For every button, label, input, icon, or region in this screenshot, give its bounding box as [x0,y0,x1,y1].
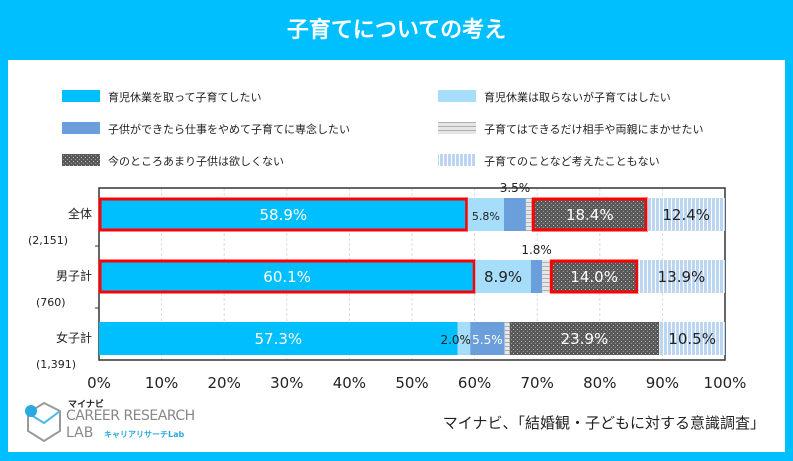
bar-segment [542,260,551,293]
highlight-box [98,197,469,232]
chart-panel: 育児休業を取って子育てしたい 育児休業は取らないが子育てはしたい子供ができたら仕事… [8,60,785,452]
data-label: 60.1% [263,268,311,286]
bar-segment [530,260,543,293]
category-n: (2,151) [28,234,68,247]
legend-label: 育児休業を取って子育てしたい [108,90,261,104]
legend-swatch [62,90,100,102]
category-label: 女子計 [56,330,92,345]
data-label: 8.9% [484,268,522,286]
legend-label: 子供ができたら仕事をやめて子育てに専念したい [108,122,350,136]
legend-label: 今のところあまり子供は欲しくない [108,154,284,168]
data-label: 23.9% [561,330,609,348]
legend-swatch [62,122,100,134]
data-label: 12.4% [662,206,710,224]
data-label: 13.9% [658,268,706,286]
career-research-lab-logo: マイナビ CAREER RESEARCH LAB キャリアリサーチLab [22,397,202,447]
data-label: 5.5% [472,333,503,347]
bar-segment [509,322,660,355]
x-tick-label: 90% [646,374,679,392]
source-note: マイナビ、「結婚観・子どもに対する意識調査」 [442,414,765,432]
x-tick-label: 0% [87,374,111,392]
logo-line1: CAREER RESEARCH [66,408,195,424]
x-tick-label: 80% [583,374,616,392]
bar-segment [504,322,510,355]
logo-sub: キャリアリサーチLab [104,430,185,439]
logo-cube-icon [25,401,61,443]
bar-segment [637,260,725,293]
highlight-box [531,197,648,232]
bar-segment [467,198,505,231]
data-label: 2.0% [440,333,471,347]
data-label: 58.9% [260,206,308,224]
category-label: 男子計 [56,268,92,283]
logo-mynavi: マイナビ [68,400,104,410]
bar-segment [647,198,725,231]
bar-segment [504,198,526,231]
data-label: 18.4% [566,206,614,224]
legend-swatch [438,122,476,134]
legend-label: 子育てのことなど考えたこともない [484,154,660,168]
stacked-bar-chart: 育児休業を取って子育てしたい 育児休業は取らないが子育てはしたい子供ができたら仕事… [28,90,747,392]
data-label: 3.5% [500,181,531,195]
bar-segment [470,322,505,355]
category-n: (760) [36,296,66,309]
category-label: 全体 [68,206,92,221]
x-tick-label: 10% [145,374,178,392]
legend-swatch [438,90,476,102]
x-tick-label: 70% [521,374,554,392]
bar-segment [99,322,458,355]
data-label: 10.5% [668,330,716,348]
highlight-box [549,259,639,294]
logo-line2: LAB [66,425,94,441]
bar-segment [659,322,725,355]
legend-label: 育児休業は取らないが子育てはしたい [484,90,671,104]
data-label: 5.8% [472,210,500,223]
bar-segment [550,260,638,293]
x-tick-label: 40% [333,374,366,392]
x-tick-label: 60% [458,374,491,392]
bar-segment [532,198,648,231]
data-label: 57.3% [255,330,303,348]
bar-segment [99,260,476,293]
x-tick-label: 20% [208,374,241,392]
bar-segment [525,198,533,231]
bar-segment [475,260,531,293]
legend-swatch [62,154,100,166]
bar-segment [99,198,468,231]
x-tick-label: 50% [395,374,428,392]
legend-label: 子育てはできるだけ相手や両親にまかせたい [484,122,704,136]
data-label: 14.0% [570,268,618,286]
data-label: 1.8% [521,243,552,257]
chart-title: 子育てについての考え [286,18,507,43]
x-tick-label: 100% [704,374,747,392]
x-tick-label: 30% [270,374,303,392]
bar-segment [457,322,471,355]
legend-swatch [438,154,476,166]
highlight-box [98,259,476,294]
category-n: (1,391) [36,358,76,371]
